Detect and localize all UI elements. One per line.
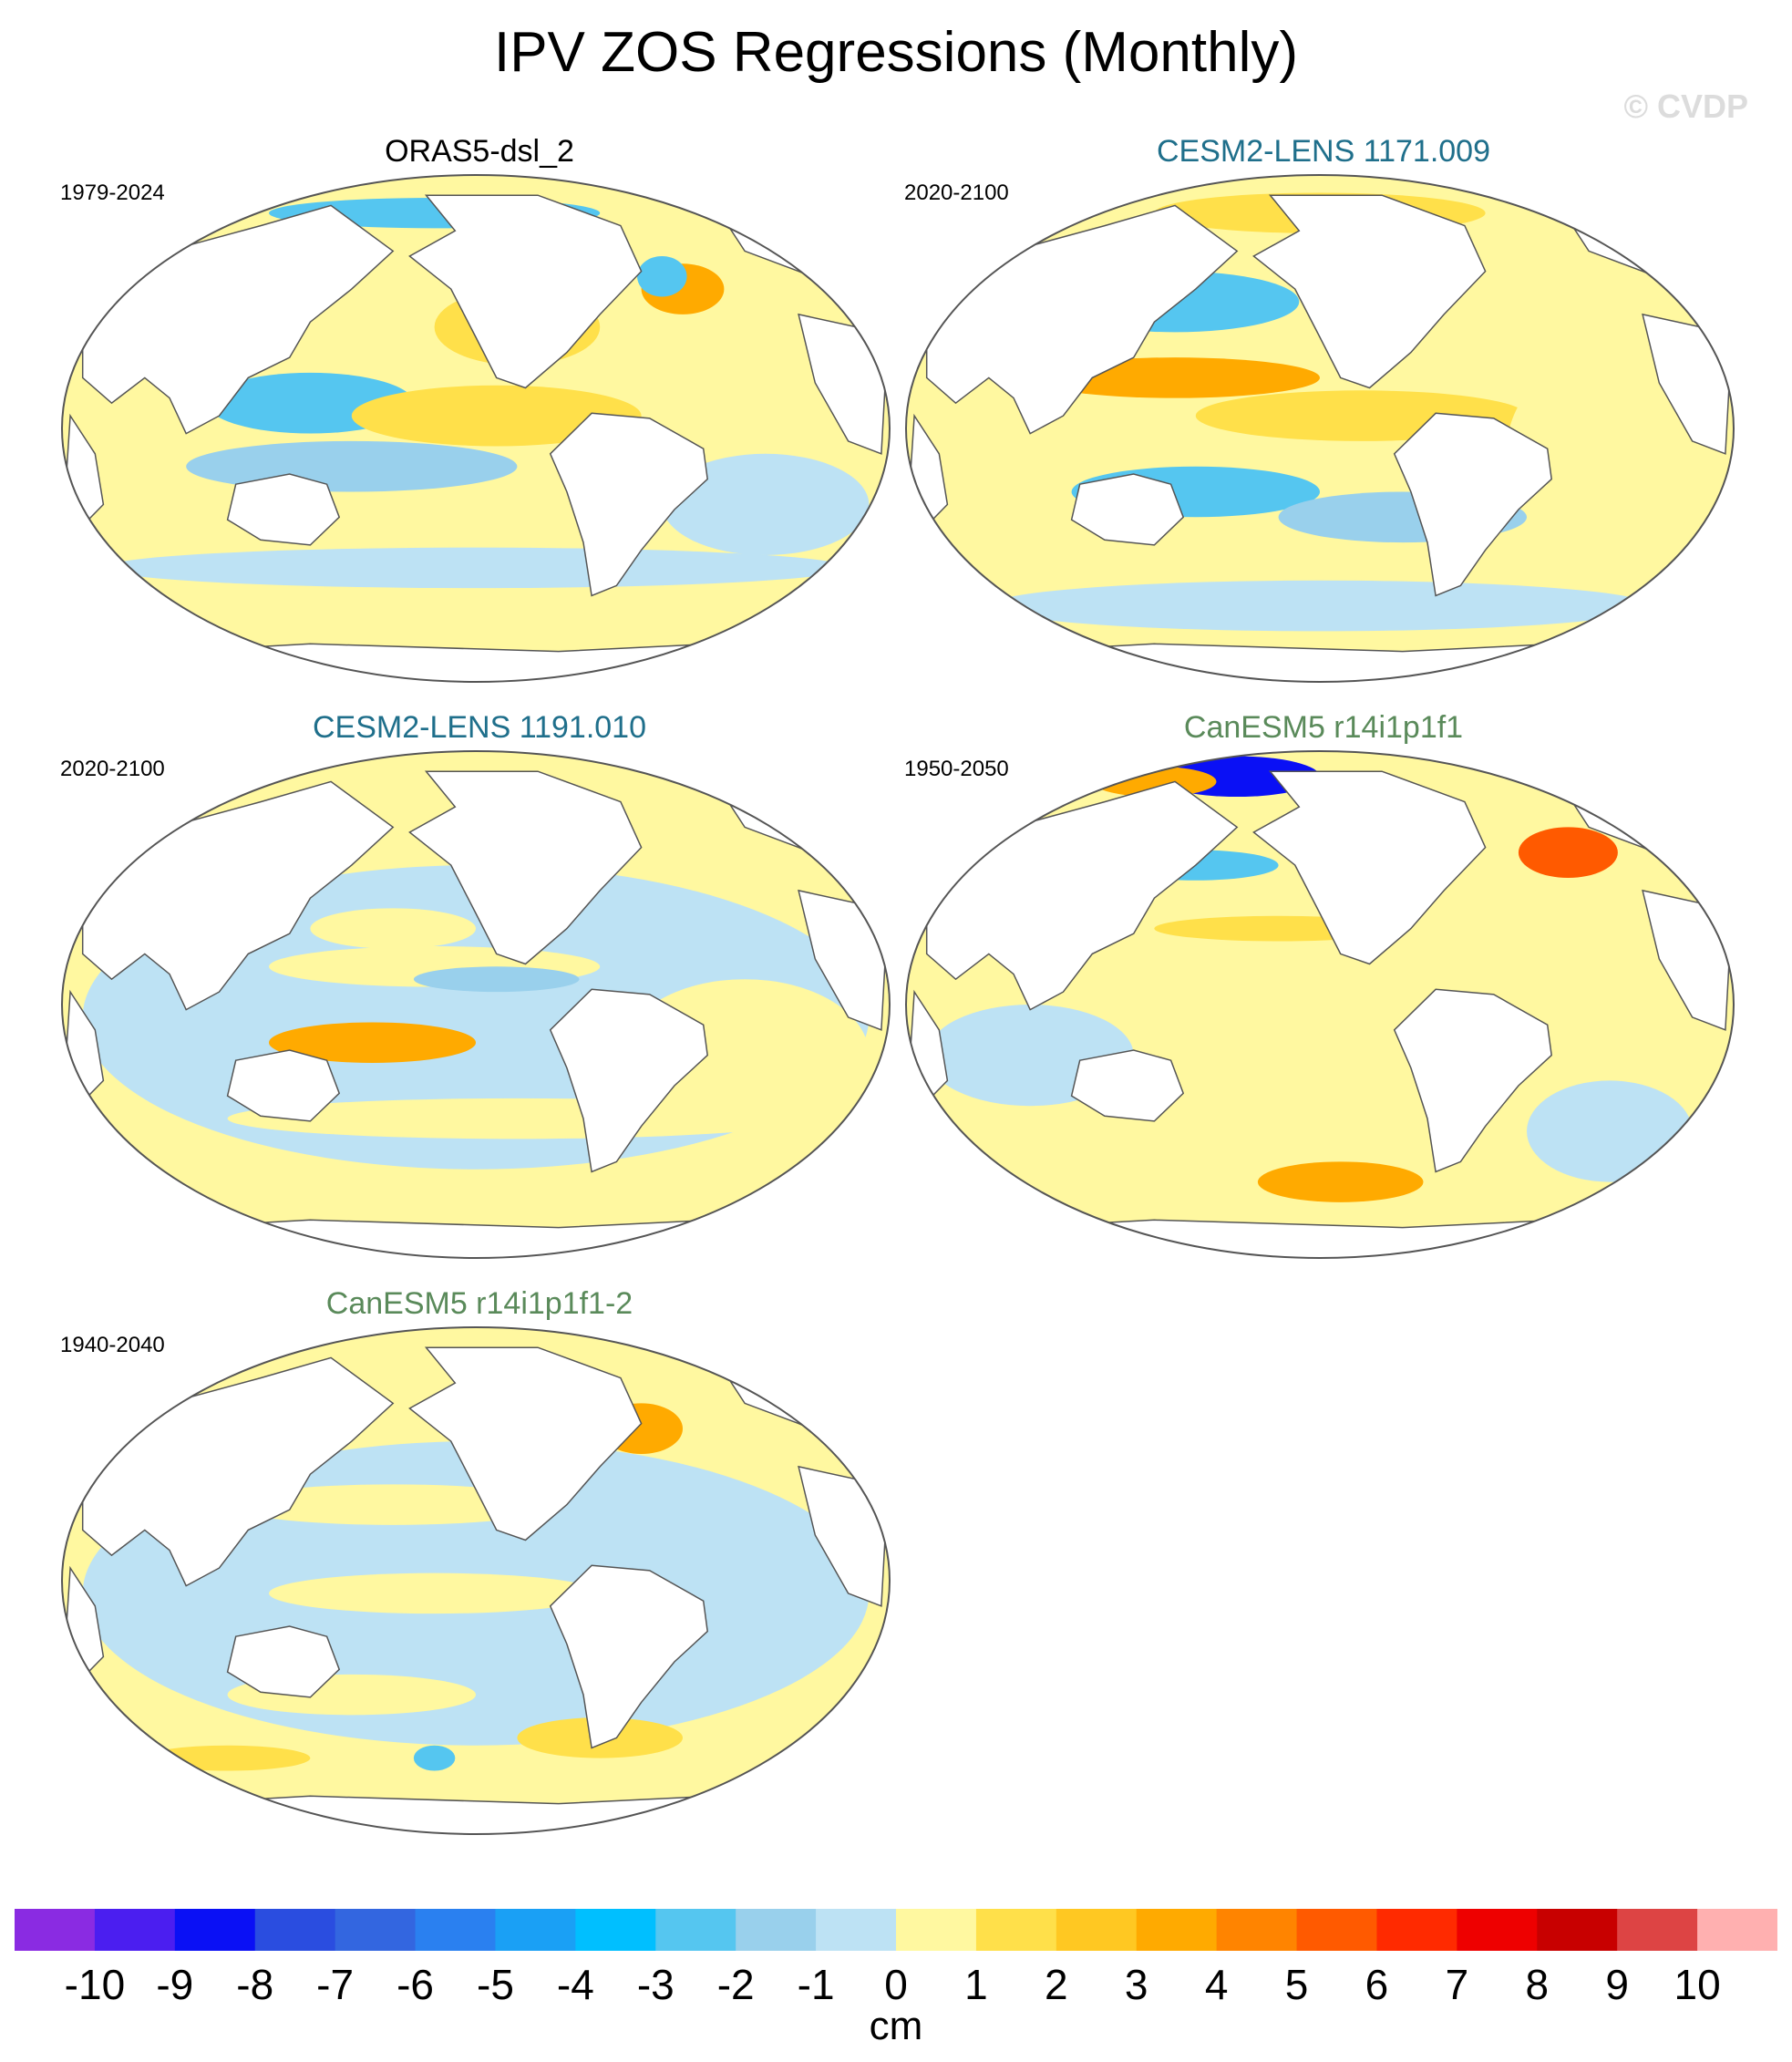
colorbar-tick-label: 2: [1045, 1961, 1068, 2008]
colorbar-tick-label: -1: [797, 1961, 835, 2008]
colorbar-swatch: [1296, 1909, 1378, 1951]
panel-period: 2020-2100: [904, 180, 1009, 205]
map-panel-oras5: ORAS5-dsl_2 1979-2024: [60, 133, 899, 698]
panel-title: CanESM5 r14i1p1f1: [1183, 710, 1464, 745]
colorbar-tick-label: -5: [477, 1961, 514, 2008]
colorbar-swatch: [896, 1909, 977, 1951]
colorbar-swatch: [1617, 1909, 1698, 1951]
colorbar-tick-label: 6: [1365, 1961, 1389, 2008]
colorbar-swatch: [335, 1909, 417, 1951]
colorbar: [15, 1909, 1777, 1951]
colorbar-tick-label: -7: [316, 1961, 355, 2008]
watermark: © CVDP: [1623, 88, 1748, 125]
colorbar-unit: cm: [869, 2004, 923, 2048]
colorbar-swatch: [1376, 1909, 1457, 1951]
panel-period: 1950-2050: [904, 757, 1009, 781]
colorbar-labels: -10 -9 -8 -7 -6 -5 -4 -3 -2 -1 0 1 2 3 4 5 6 7 8 9 10: [0, 1960, 1792, 2015]
colorbar-tick-label: 3: [1124, 1961, 1148, 2008]
colorbar-tick-label: 5: [1284, 1961, 1309, 2008]
panel-period: 1979-2024: [60, 180, 165, 205]
colorbar-swatch: [254, 1909, 336, 1951]
colorbar-tick-label: 8: [1525, 1961, 1550, 2008]
colorbar-swatch: [1056, 1909, 1138, 1951]
colorbar-tick-label: -4: [556, 1961, 594, 2008]
colorbar-swatch: [975, 1909, 1057, 1951]
map-panel-cesm2-1171: CESM2-LENS 1171.009 2020-2100: [904, 133, 1743, 698]
colorbar-swatch: [1697, 1909, 1777, 1951]
map-panel-canesm5-2: CanESM5 r14i1p1f1-2 1940-2040: [60, 1285, 899, 1851]
panel-title: CanESM5 r14i1p1f1-2: [325, 1286, 633, 1321]
colorbar-tick-label: 7: [1445, 1961, 1469, 2008]
colorbar-swatch: [495, 1909, 576, 1951]
panel-title: ORAS5-dsl_2: [385, 134, 574, 169]
page-title: IPV ZOS Regressions (Monthly): [493, 21, 1299, 84]
colorbar-tick-label: 1: [964, 1961, 988, 2008]
panel-title: CESM2-LENS 1191.010: [312, 710, 646, 745]
map-panel-canesm5: CanESM5 r14i1p1f1 1950-2050: [904, 709, 1743, 1274]
colorbar-tick-label: -9: [156, 1961, 194, 2008]
colorbar-swatch: [816, 1909, 897, 1951]
colorbar-swatch: [1537, 1909, 1618, 1951]
colorbar-tick-label: 4: [1204, 1961, 1229, 2008]
colorbar-tick-label: 10: [1674, 1961, 1721, 2008]
colorbar-tick-label: -3: [636, 1961, 675, 2008]
panel-period: 2020-2100: [60, 757, 165, 781]
colorbar-swatch: [15, 1909, 96, 1951]
colorbar-swatch: [174, 1909, 256, 1951]
colorbar-swatch: [655, 1909, 736, 1951]
colorbar-tick-label: 9: [1605, 1961, 1629, 2008]
panel-title: CESM2-LENS 1171.009: [1156, 134, 1490, 169]
colorbar-swatch: [94, 1909, 176, 1951]
colorbar-swatch: [1216, 1909, 1298, 1951]
colorbar-tick-label: -10: [64, 1961, 126, 2008]
colorbar-tick-label: 0: [884, 1961, 908, 2008]
colorbar-tick-label: -8: [236, 1961, 274, 2008]
panel-period: 1940-2040: [60, 1333, 165, 1357]
map-panel-cesm2-1191: CESM2-LENS 1191.010 2020-2100: [60, 709, 899, 1274]
colorbar-swatch: [575, 1909, 656, 1951]
colorbar-swatch: [1136, 1909, 1218, 1951]
colorbar-swatch: [736, 1909, 817, 1951]
colorbar-swatch: [415, 1909, 497, 1951]
colorbar-tick-label: -2: [716, 1961, 755, 2008]
colorbar-swatch: [1457, 1909, 1538, 1951]
colorbar-tick-label: -6: [397, 1961, 434, 2008]
